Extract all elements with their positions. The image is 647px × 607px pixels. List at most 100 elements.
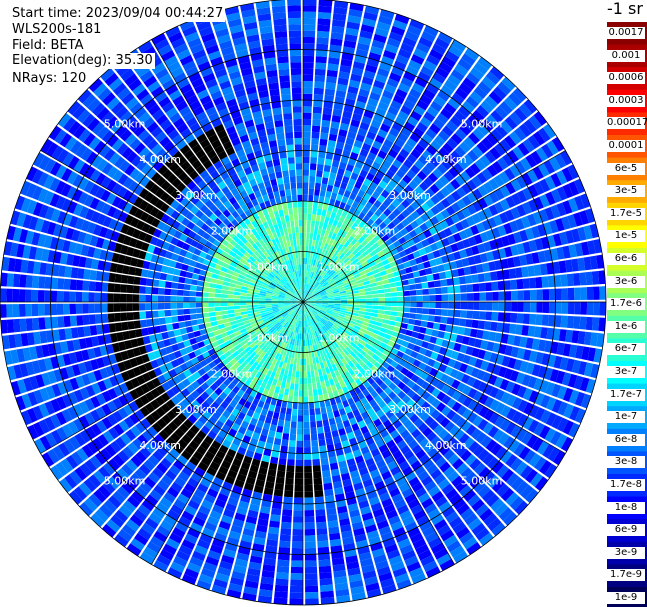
beta-cell bbox=[437, 524, 451, 537]
beta-cell bbox=[112, 490, 126, 504]
beta-cell bbox=[315, 502, 325, 510]
beta-cell bbox=[415, 241, 424, 250]
beta-cell bbox=[530, 472, 543, 487]
beta-cell bbox=[457, 405, 468, 416]
beta-cell bbox=[339, 380, 346, 389]
beta-cell bbox=[312, 272, 316, 279]
beta-cell bbox=[362, 364, 370, 372]
beta-cell bbox=[345, 163, 354, 172]
beta-cell bbox=[347, 157, 357, 167]
beta-cell bbox=[477, 243, 486, 254]
beta-cell bbox=[409, 19, 425, 31]
beta-cell bbox=[343, 217, 350, 226]
beta-cell bbox=[409, 313, 416, 319]
beta-cell bbox=[377, 309, 385, 315]
beta-cell bbox=[204, 521, 217, 532]
beta-cell bbox=[328, 245, 335, 253]
beta-cell bbox=[454, 429, 465, 441]
beta-cell bbox=[309, 278, 314, 285]
beta-cell bbox=[272, 329, 278, 335]
beta-cell bbox=[579, 210, 589, 225]
beta-cell bbox=[403, 71, 416, 82]
beta-cell bbox=[325, 437, 334, 446]
beta-cell bbox=[147, 454, 160, 467]
beta-cell bbox=[271, 302, 278, 304]
beta-cell bbox=[382, 434, 393, 444]
beta-cell bbox=[382, 537, 396, 548]
beta-cell bbox=[461, 373, 471, 384]
beta-cell bbox=[321, 296, 328, 299]
beta-cell bbox=[402, 550, 416, 561]
beta-cell bbox=[125, 519, 140, 532]
beta-cell bbox=[292, 319, 297, 326]
beta-cell bbox=[307, 306, 312, 312]
beta-cell bbox=[303, 377, 308, 385]
beta-cell bbox=[324, 88, 335, 96]
beta-cell bbox=[355, 400, 363, 409]
beta-cell bbox=[356, 461, 367, 470]
beta-cell bbox=[392, 94, 405, 105]
beta-cell bbox=[334, 331, 341, 338]
beta-cell bbox=[452, 277, 460, 286]
beta-cell bbox=[393, 355, 402, 364]
beta-cell bbox=[344, 315, 351, 320]
beta-cell bbox=[244, 429, 254, 438]
beta-cell bbox=[279, 387, 285, 395]
beta-cell bbox=[315, 408, 321, 415]
beta-cell bbox=[253, 537, 266, 546]
beta-cell bbox=[541, 276, 549, 288]
beta-cell bbox=[345, 491, 356, 500]
beta-cell bbox=[292, 535, 303, 542]
beta-cell bbox=[319, 572, 332, 580]
beta-cell bbox=[346, 184, 354, 193]
beta-cell bbox=[443, 466, 456, 478]
beta-cell bbox=[103, 499, 118, 514]
beta-cell bbox=[189, 302, 196, 308]
beta-cell bbox=[158, 287, 165, 295]
beta-cell bbox=[359, 327, 367, 334]
beta-cell bbox=[546, 140, 559, 155]
beta-cell bbox=[327, 295, 335, 298]
beta-cell bbox=[352, 394, 360, 403]
beta-cell bbox=[455, 445, 468, 458]
beta-cell bbox=[376, 566, 391, 576]
beta-cell bbox=[378, 266, 386, 272]
beta-cell bbox=[250, 389, 258, 398]
beta-cell bbox=[538, 339, 547, 352]
beta-cell bbox=[352, 166, 362, 175]
beta-cell bbox=[387, 105, 399, 116]
beta-cell bbox=[280, 521, 292, 529]
beta-cell bbox=[422, 88, 436, 100]
beta-cell bbox=[315, 414, 322, 422]
beta-cell bbox=[479, 292, 487, 301]
beta-cell bbox=[413, 325, 421, 333]
beta-cell bbox=[309, 415, 316, 422]
beta-cell bbox=[430, 542, 445, 555]
beta-cell bbox=[287, 357, 292, 364]
beta-cell bbox=[322, 316, 329, 322]
beta-cell bbox=[263, 557, 276, 566]
beta-cell bbox=[498, 302, 505, 312]
beta-cell bbox=[481, 168, 493, 181]
beta-cell bbox=[435, 212, 445, 223]
beta-cell bbox=[392, 377, 402, 386]
beta-cell bbox=[319, 310, 326, 315]
beta-cell bbox=[481, 137, 494, 150]
beta-cell bbox=[465, 346, 474, 356]
beta-cell bbox=[467, 192, 478, 203]
beta-cell bbox=[549, 156, 561, 172]
beta-cell bbox=[502, 269, 510, 280]
beta-cell bbox=[497, 81, 512, 96]
beta-cell bbox=[366, 257, 374, 264]
beta-cell bbox=[283, 356, 289, 363]
beta-cell bbox=[552, 328, 561, 341]
beta-cell bbox=[327, 231, 334, 239]
beta-cell bbox=[472, 109, 485, 123]
beta-cell bbox=[319, 234, 324, 242]
beta-cell bbox=[141, 522, 156, 535]
beta-cell bbox=[285, 471, 295, 479]
beta-cell bbox=[381, 259, 390, 266]
beta-cell bbox=[331, 272, 338, 278]
beta-cell bbox=[505, 381, 516, 393]
beta-cell bbox=[519, 229, 529, 242]
